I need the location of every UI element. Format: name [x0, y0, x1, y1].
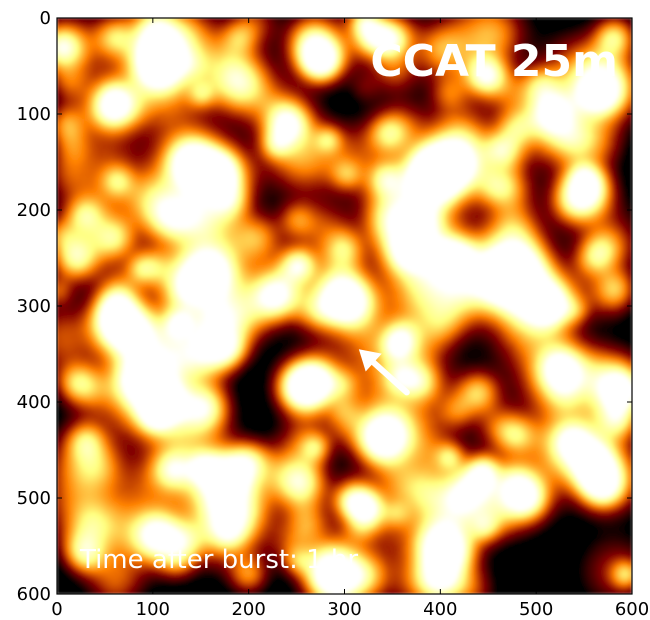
x-axis: 0 100 200 300 400 500 600: [51, 18, 649, 620]
x-tick-label: 600: [615, 599, 649, 620]
burst-arrow: [358, 349, 410, 396]
y-tick-label: 200: [17, 200, 51, 221]
y-tick-label: 400: [17, 392, 51, 413]
x-tick-label: 0: [51, 599, 62, 620]
y-tick-label: 500: [17, 488, 51, 509]
arrow-shaft: [370, 359, 410, 396]
y-tick-label: 600: [17, 584, 51, 605]
x-tick-label: 300: [327, 599, 361, 620]
x-tick-label: 400: [423, 599, 457, 620]
x-tick-label: 100: [136, 599, 170, 620]
y-tick-label: 0: [40, 8, 51, 29]
y-axis: 0 100 200 300 400 500 600: [17, 8, 632, 605]
x-tick-label: 200: [231, 599, 265, 620]
chart-title: CCAT 25m: [370, 36, 618, 87]
arrow-head: [358, 349, 382, 372]
heatmap-image: [57, 18, 632, 594]
y-tick-label: 300: [17, 296, 51, 317]
time-annotation: Time after burst: 1 hr: [79, 545, 358, 575]
x-tick-label: 500: [519, 599, 553, 620]
y-tick-label: 100: [17, 104, 51, 125]
